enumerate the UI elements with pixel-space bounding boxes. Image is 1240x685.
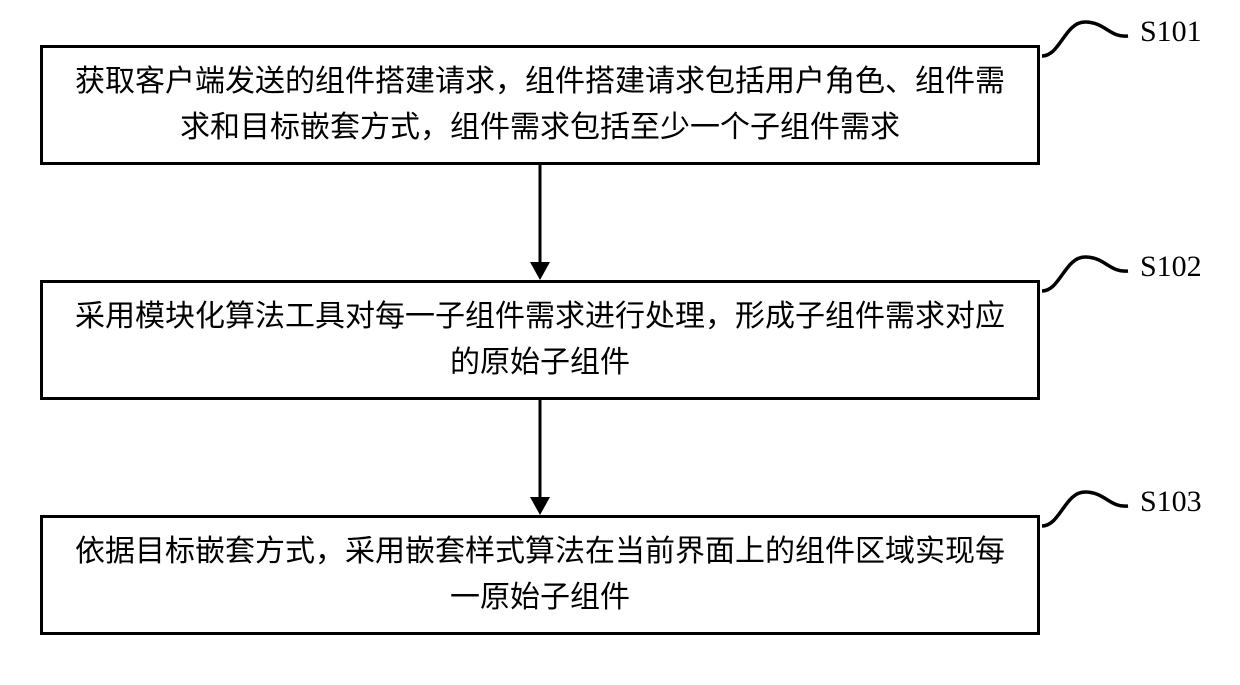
step-box-s102: 采用模块化算法工具对每一子组件需求进行处理，形成子组件需求对应的原始子组件 <box>40 280 1040 400</box>
arrow-s101-s102 <box>539 165 542 262</box>
step-box-s101: 获取客户端发送的组件搭建请求，组件搭建请求包括用户角色、组件需求和目标嵌套方式，… <box>40 45 1040 165</box>
step-box-s103: 依据目标嵌套方式，采用嵌套样式算法在当前界面上的组件区域实现每一原始子组件 <box>40 515 1040 635</box>
curve-s101 <box>1040 18 1130 58</box>
step-text-s101: 获取客户端发送的组件搭建请求，组件搭建请求包括用户角色、组件需求和目标嵌套方式，… <box>63 59 1017 152</box>
arrow-head-s101-s102 <box>530 262 550 280</box>
arrow-head-s102-s103 <box>530 497 550 515</box>
arrow-s102-s103 <box>539 400 542 497</box>
step-label-s101: S101 <box>1140 15 1202 49</box>
step-text-s103: 依据目标嵌套方式，采用嵌套样式算法在当前界面上的组件区域实现每一原始子组件 <box>63 529 1017 622</box>
step-label-s103: S103 <box>1140 485 1202 519</box>
flowchart-canvas: 获取客户端发送的组件搭建请求，组件搭建请求包括用户角色、组件需求和目标嵌套方式，… <box>0 0 1240 685</box>
step-text-s102: 采用模块化算法工具对每一子组件需求进行处理，形成子组件需求对应的原始子组件 <box>63 294 1017 387</box>
step-label-s102: S102 <box>1140 250 1202 284</box>
curve-s103 <box>1040 488 1130 528</box>
curve-s102 <box>1040 253 1130 293</box>
